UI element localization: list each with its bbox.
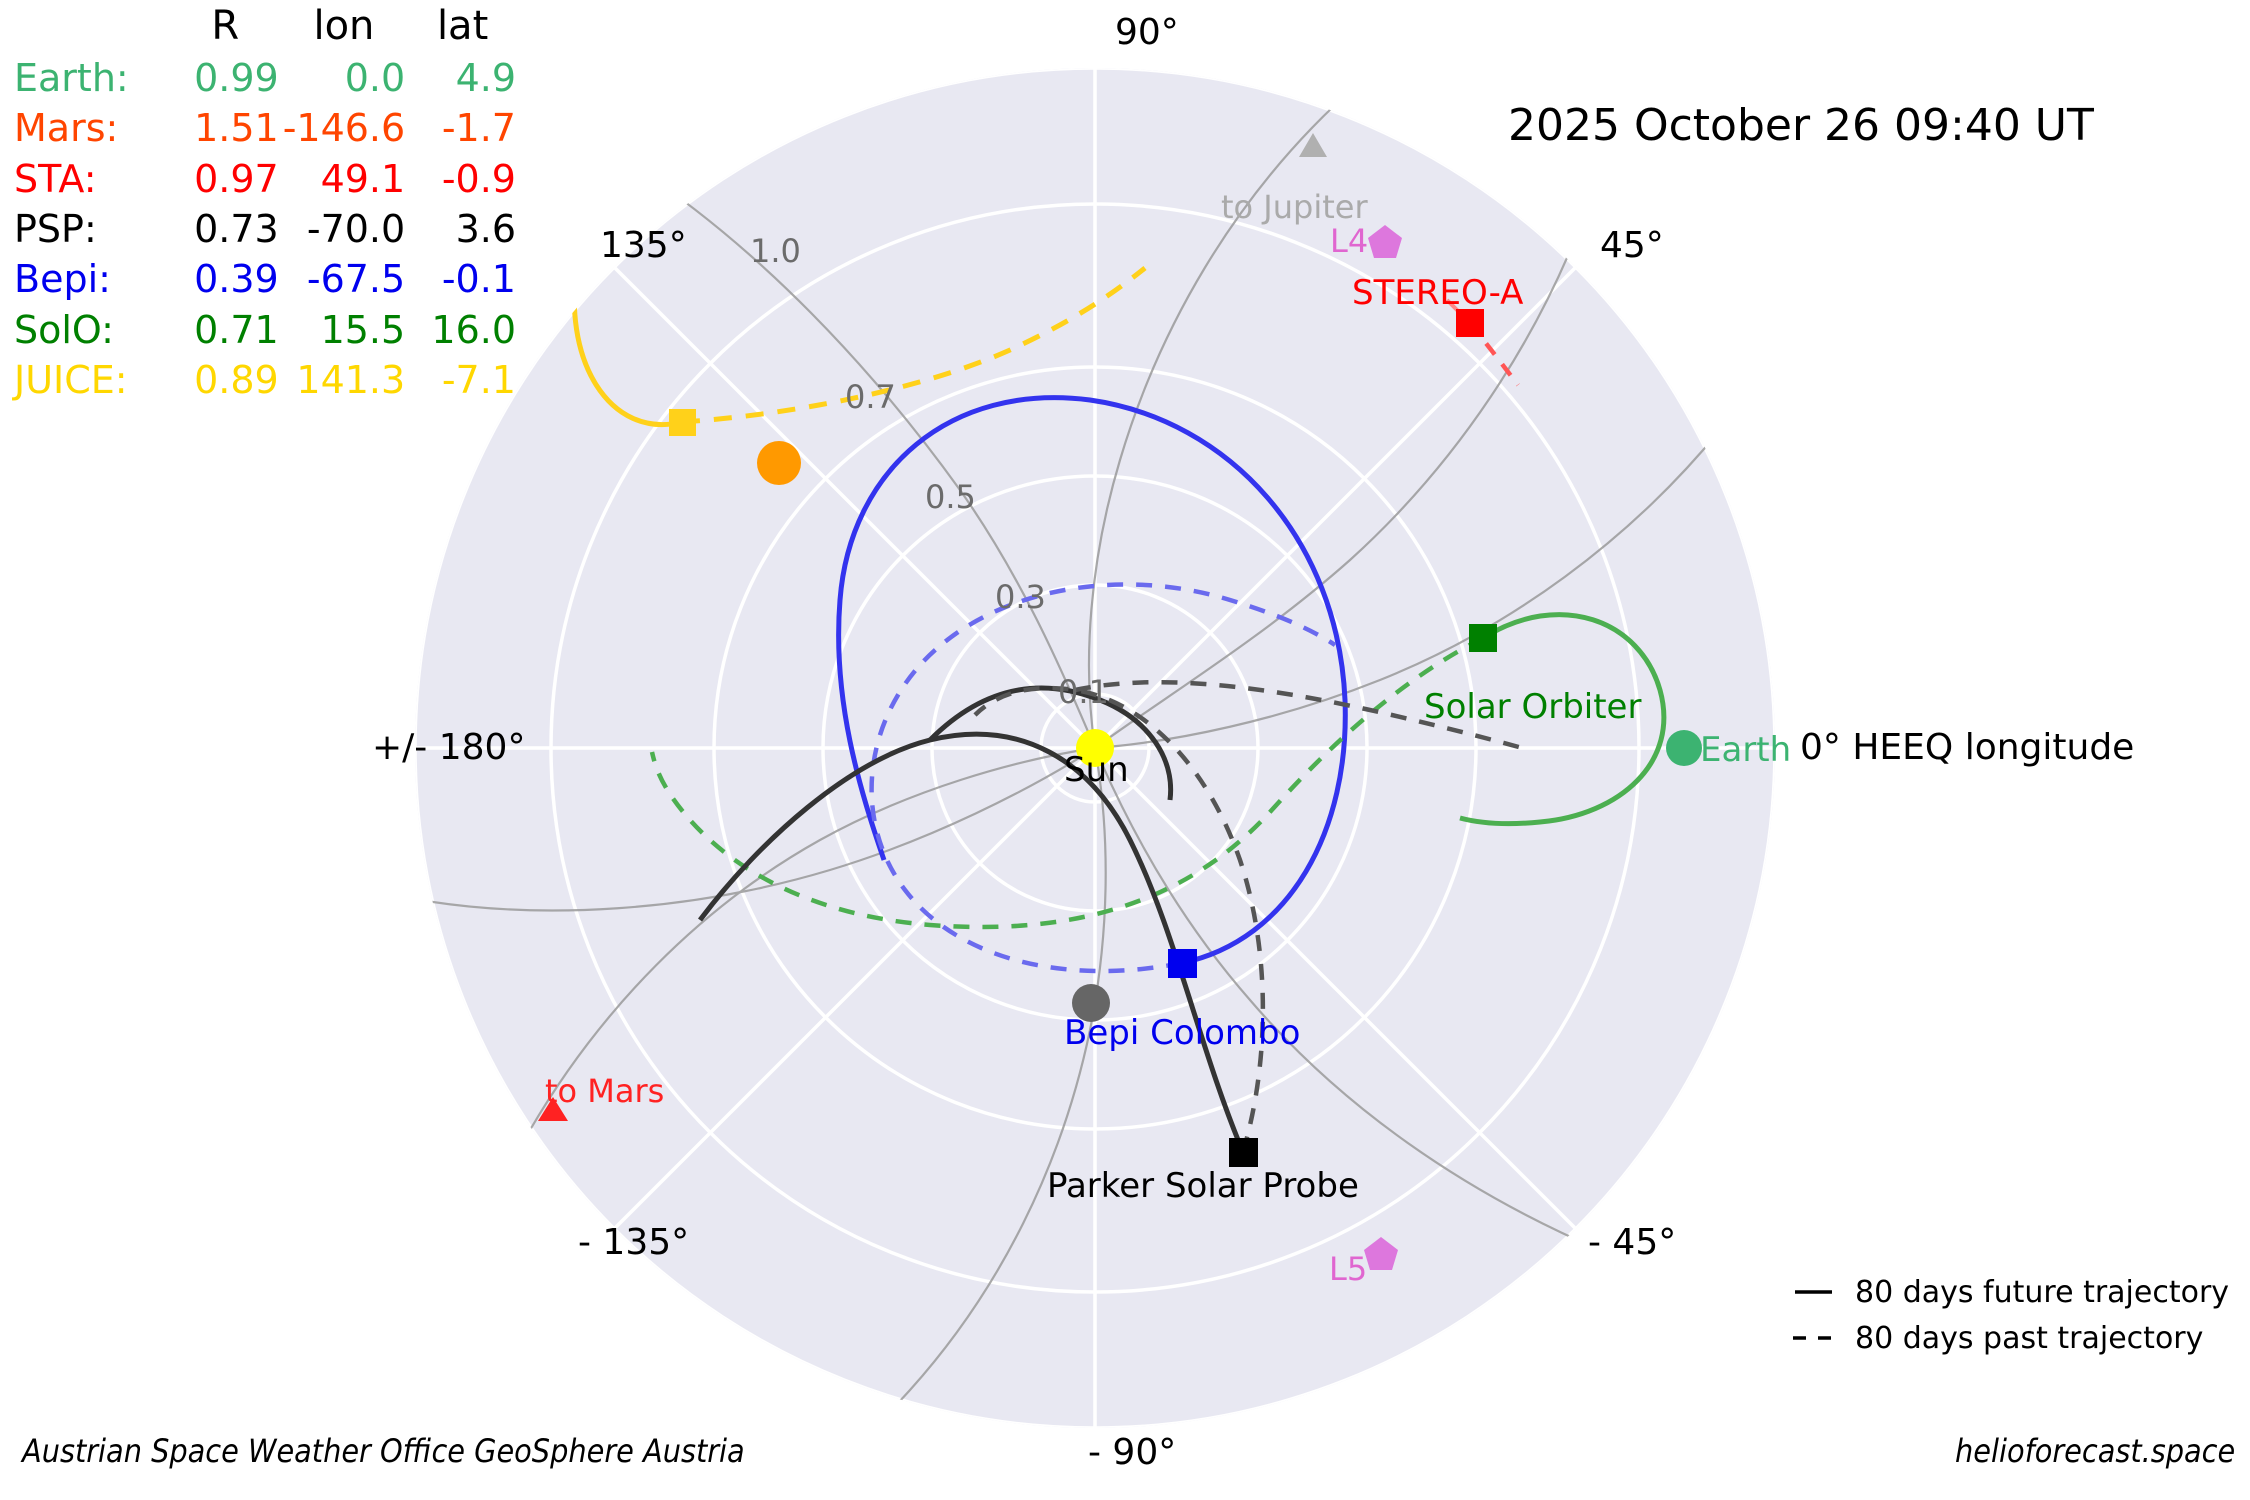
row-juice-lat: -7.1 (441, 357, 516, 402)
row-juice-name: JUICE: (14, 357, 128, 402)
label-parker-solar-probe: Parker Solar Probe (1047, 1166, 1359, 1206)
row-sta-lat: -0.9 (441, 156, 516, 201)
marker-solar-orbiter[interactable] (1469, 624, 1497, 652)
row-bepi-lon: -67.5 (306, 257, 406, 302)
row-mars-lat: -1.7 (441, 106, 516, 151)
marker-bepi-colombo[interactable] (1168, 949, 1197, 978)
table-header-lon: lon (313, 3, 375, 49)
row-psp-lat: 3.6 (455, 206, 516, 251)
trajectory-solo-past (649, 635, 1485, 930)
table-row: Mars: 1.51 -146.6 -1.7 (0, 103, 520, 153)
row-earth-lat: 4.9 (455, 55, 516, 100)
grid-group (415, 68, 1775, 1428)
table-row: JUICE: 0.89 141.3 -7.1 (0, 355, 520, 405)
row-bepi-name: Bepi: (14, 257, 111, 302)
axis-label-180: +/- 180° (372, 727, 526, 768)
row-earth-lon: 0.0 (344, 55, 406, 100)
row-solo-lon: 15.5 (320, 307, 406, 352)
row-mars-r: 1.51 (194, 106, 279, 151)
marker-mars[interactable] (757, 441, 801, 485)
marker-parker-solar-probe[interactable] (1229, 1138, 1258, 1167)
row-juice-lon: 141.3 (296, 357, 406, 402)
marker-l4[interactable] (1368, 225, 1402, 258)
trajectory-psp-past (973, 685, 1266, 1153)
row-mars-name: Mars: (14, 106, 119, 151)
legend-past-label: 80 days past trajectory (1855, 1321, 2204, 1356)
label-bepi-colombo: Bepi Colombo (1064, 1013, 1301, 1053)
label-sun: Sun (1064, 750, 1129, 790)
footer-right: helioforecast.space (1955, 1432, 2236, 1470)
marker-juice[interactable] (669, 409, 696, 436)
radial-tick-1-0: 1.0 (750, 232, 801, 270)
trajectory-solo-future (1459, 612, 1667, 827)
trajectory-bepi-future (836, 395, 1348, 966)
axis-label-45: 45° (1600, 225, 1664, 266)
trajectory-psp-future-lower (698, 731, 1246, 1153)
table-row: Earth: 0.99 0.0 4.9 (0, 53, 520, 103)
row-psp-lon: -70.0 (306, 206, 406, 251)
row-sta-lon: 49.1 (320, 156, 406, 201)
legend-future-label: 80 days future trajectory (1855, 1275, 2230, 1310)
label-l5: L5 (1329, 1250, 1368, 1288)
label-earth: Earth (1700, 730, 1792, 770)
label-to-mars: to Mars (545, 1072, 665, 1110)
table-row: PSP: 0.73 -70.0 3.6 (0, 204, 520, 254)
axis-label-135: 135° (600, 225, 687, 266)
row-earth-name: Earth: (14, 55, 129, 100)
radial-tick-0-5: 0.5 (925, 478, 976, 516)
table-row: STA: 0.97 49.1 -0.9 (0, 154, 520, 204)
position-table: R lon lat Earth: 0.99 0.0 4.9 Mars: 1.51… (0, 0, 520, 405)
marker-earth[interactable] (1666, 730, 1702, 766)
table-header-blank (0, 0, 172, 53)
label-stereo-a: STEREO-A (1352, 273, 1524, 313)
axis-label-90: 90° (1115, 12, 1179, 53)
trajectory-psp-past-outer (1074, 680, 1531, 753)
row-juice-r: 0.89 (194, 357, 279, 402)
row-earth-r: 0.99 (194, 55, 279, 100)
axis-label-neg45: - 45° (1588, 1222, 1677, 1263)
table-row: SolO: 0.71 15.5 16.0 (0, 305, 520, 355)
marker-stereoa[interactable] (1456, 309, 1484, 337)
table-header-row: R lon lat (0, 0, 520, 53)
row-solo-r: 0.71 (194, 307, 279, 352)
row-mars-lon: -146.6 (282, 106, 406, 151)
axis-label-0-heeq: 0° HEEQ longitude (1800, 727, 2135, 768)
label-to-jupiter: to Jupiter (1221, 188, 1368, 226)
table-header-lat: lat (436, 3, 489, 49)
radial-tick-0-1: 0.1 (1058, 673, 1109, 711)
radial-tick-0-3: 0.3 (995, 578, 1046, 616)
axis-label-neg135: - 135° (578, 1222, 690, 1263)
row-psp-name: PSP: (14, 206, 97, 251)
row-psp-r: 0.73 (194, 206, 279, 251)
radial-tick-0-7: 0.7 (845, 378, 896, 416)
marker-l5[interactable] (1364, 1237, 1398, 1270)
row-sta-r: 0.97 (194, 156, 279, 201)
row-bepi-lat: -0.1 (441, 257, 516, 302)
marker-to-jupiter[interactable] (1299, 133, 1327, 157)
row-solo-lat: 16.0 (431, 307, 516, 352)
row-sta-name: STA: (14, 156, 97, 201)
axis-label-neg90: - 90° (1088, 1432, 1177, 1473)
marker-mercury[interactable] (1072, 984, 1110, 1022)
table-row: Bepi: 0.39 -67.5 -0.1 (0, 254, 520, 304)
trajectory-juice-past (681, 266, 1147, 425)
marker-sun[interactable] (1076, 729, 1114, 767)
marker-to-mars[interactable] (538, 1097, 568, 1121)
trajectory-psp-future-upper (928, 685, 1174, 801)
table-header-r: R (211, 3, 240, 49)
row-bepi-r: 0.39 (194, 257, 279, 302)
label-solar-orbiter: Solar Orbiter (1424, 687, 1642, 727)
label-l4: L4 (1330, 222, 1369, 260)
plot-title: 2025 October 26 09:40 UT (1508, 100, 2094, 151)
row-solo-name: SolO: (14, 307, 114, 352)
trajectory-bepi-past (869, 582, 1337, 974)
footer-left: Austrian Space Weather Office GeoSphere … (22, 1432, 745, 1470)
